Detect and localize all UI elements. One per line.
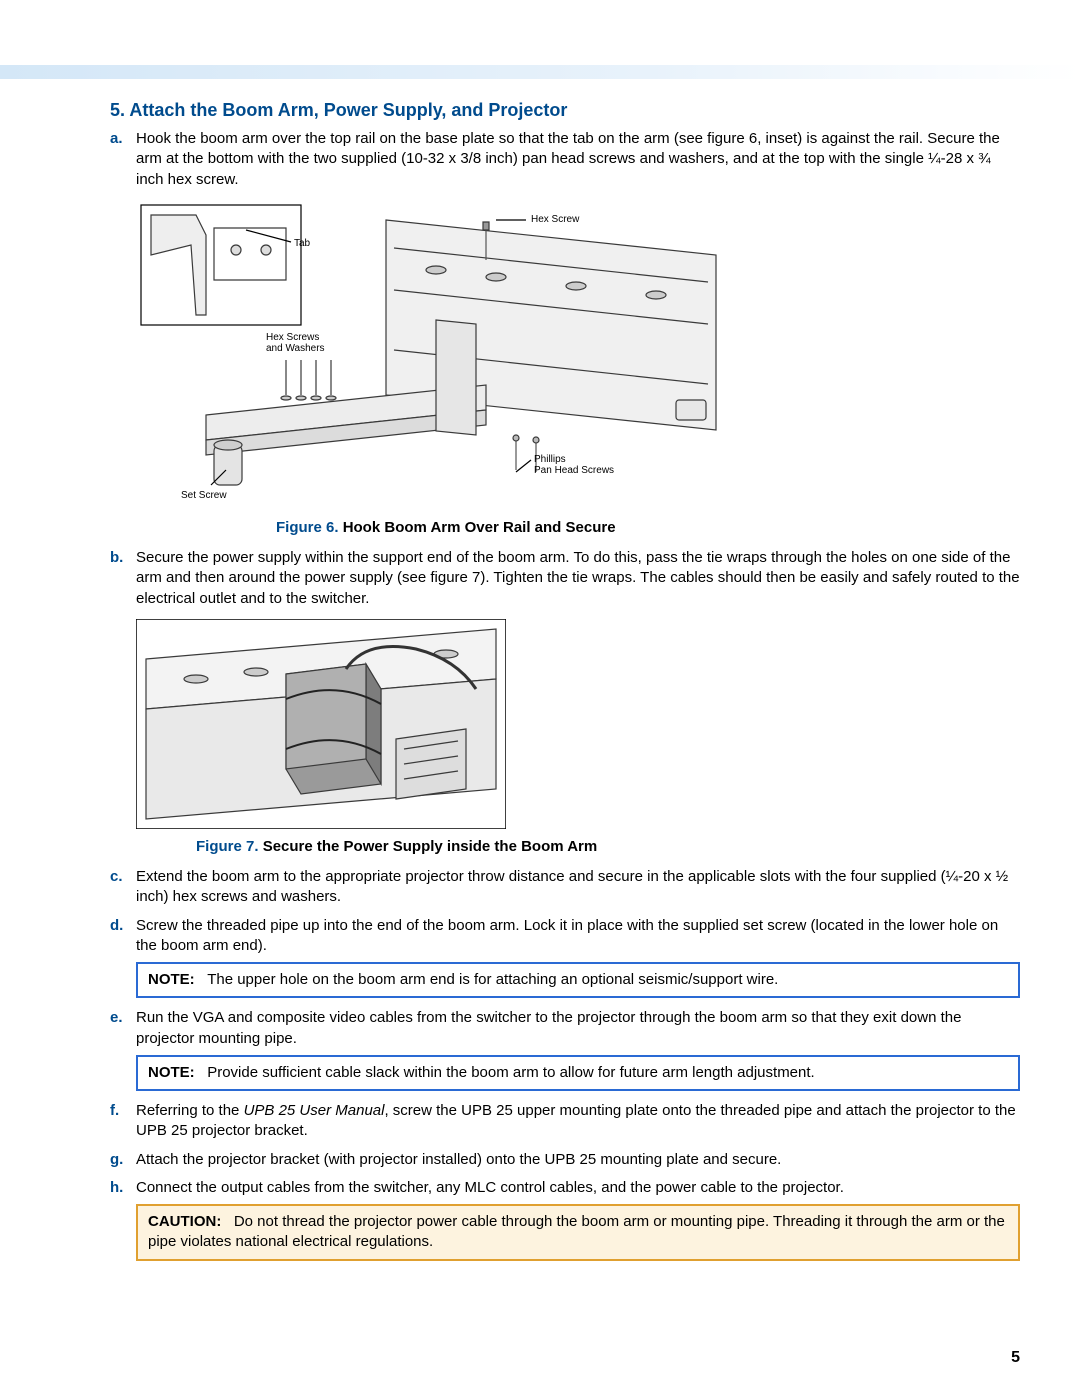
step-a: a. Hook the boom arm over the top rail o… <box>136 129 1020 538</box>
step-text-pre: Referring to the <box>136 1102 244 1119</box>
caution-label: CAUTION: <box>148 1213 221 1230</box>
note-text: The upper hole on the boom arm end is fo… <box>207 971 778 988</box>
step-italic: UPB 25 User Manual <box>244 1102 385 1119</box>
step-text: Secure the power supply within the suppo… <box>136 549 1020 607</box>
step-g: g. Attach the projector bracket (with pr… <box>136 1150 1020 1170</box>
fig6-label-tab: Tab <box>294 238 311 249</box>
section-title: 5. Attach the Boom Arm, Power Supply, an… <box>110 100 1020 121</box>
page: 5. Attach the Boom Arm, Power Supply, an… <box>0 0 1080 1397</box>
step-e: e. Run the VGA and composite video cable… <box>136 1008 1020 1091</box>
note-label: NOTE: <box>148 971 195 988</box>
figure-6-diagram: Tab Hex Screw Hex Screws and Washers Phi… <box>136 200 746 510</box>
step-letter: e. <box>110 1008 123 1028</box>
step-letter: f. <box>110 1101 119 1121</box>
step-text: Extend the boom arm to the appropriate p… <box>136 868 1008 905</box>
note-box-2: NOTE: Provide sufficient cable slack wit… <box>136 1055 1020 1091</box>
step-letter: c. <box>110 867 123 887</box>
step-text: Attach the projector bracket (with proje… <box>136 1151 781 1168</box>
caution-box: CAUTION: Do not thread the projector pow… <box>136 1204 1020 1261</box>
figure-7 <box>136 619 1020 829</box>
caution-text: Do not thread the projector power cable … <box>148 1213 1005 1250</box>
note-label: NOTE: <box>148 1064 195 1081</box>
step-text: Connect the output cables from the switc… <box>136 1179 844 1196</box>
step-h: h. Connect the output cables from the sw… <box>136 1178 1020 1261</box>
step-letter: d. <box>110 916 123 936</box>
figure-7-caption-text: Secure the Power Supply inside the Boom … <box>263 838 598 855</box>
figure-7-caption: Figure 7. Secure the Power Supply inside… <box>136 837 1020 857</box>
fig6-label-phillips-2: Pan Head Screws <box>534 465 614 476</box>
step-letter: a. <box>110 129 123 149</box>
step-text: Screw the threaded pipe up into the end … <box>136 917 998 954</box>
step-d: d. Screw the threaded pipe up into the e… <box>136 916 1020 999</box>
section-title-text: Attach the Boom Arm, Power Supply, and P… <box>129 100 567 120</box>
step-letter: b. <box>110 548 123 568</box>
step-text: Hook the boom arm over the top rail on t… <box>136 130 1000 188</box>
step-c: c. Extend the boom arm to the appropriat… <box>136 867 1020 908</box>
step-list: a. Hook the boom arm over the top rail o… <box>110 129 1020 1261</box>
fig6-label-hex-washers-1: Hex Screws <box>266 332 319 343</box>
step-b: b. Secure the power supply within the su… <box>136 548 1020 857</box>
section-number: 5. <box>110 100 125 120</box>
figure-6: Tab Hex Screw Hex Screws and Washers Phi… <box>136 200 1020 510</box>
note-text: Provide sufficient cable slack within th… <box>207 1064 815 1081</box>
fig6-label-hex-washers-2: and Washers <box>266 343 325 354</box>
figure-7-diagram <box>136 619 506 829</box>
note-box-1: NOTE: The upper hole on the boom arm end… <box>136 962 1020 998</box>
content-area: 5. Attach the Boom Arm, Power Supply, an… <box>60 60 1020 1261</box>
page-number: 5 <box>1011 1349 1020 1367</box>
step-letter: h. <box>110 1178 123 1198</box>
figure-6-caption-text: Hook Boom Arm Over Rail and Secure <box>343 519 616 536</box>
figure-7-label: Figure 7. <box>196 838 259 855</box>
fig6-label-hex-screw: Hex Screw <box>531 214 580 225</box>
figure-6-caption: Figure 6. Hook Boom Arm Over Rail and Se… <box>136 518 1020 538</box>
step-text: Run the VGA and composite video cables f… <box>136 1009 961 1046</box>
figure-6-label: Figure 6. <box>276 519 339 536</box>
step-letter: g. <box>110 1150 123 1170</box>
step-f: f. Referring to the UPB 25 User Manual, … <box>136 1101 1020 1142</box>
fig6-label-phillips-1: Phillips <box>534 454 566 465</box>
fig6-label-set-screw: Set Screw <box>181 490 227 501</box>
